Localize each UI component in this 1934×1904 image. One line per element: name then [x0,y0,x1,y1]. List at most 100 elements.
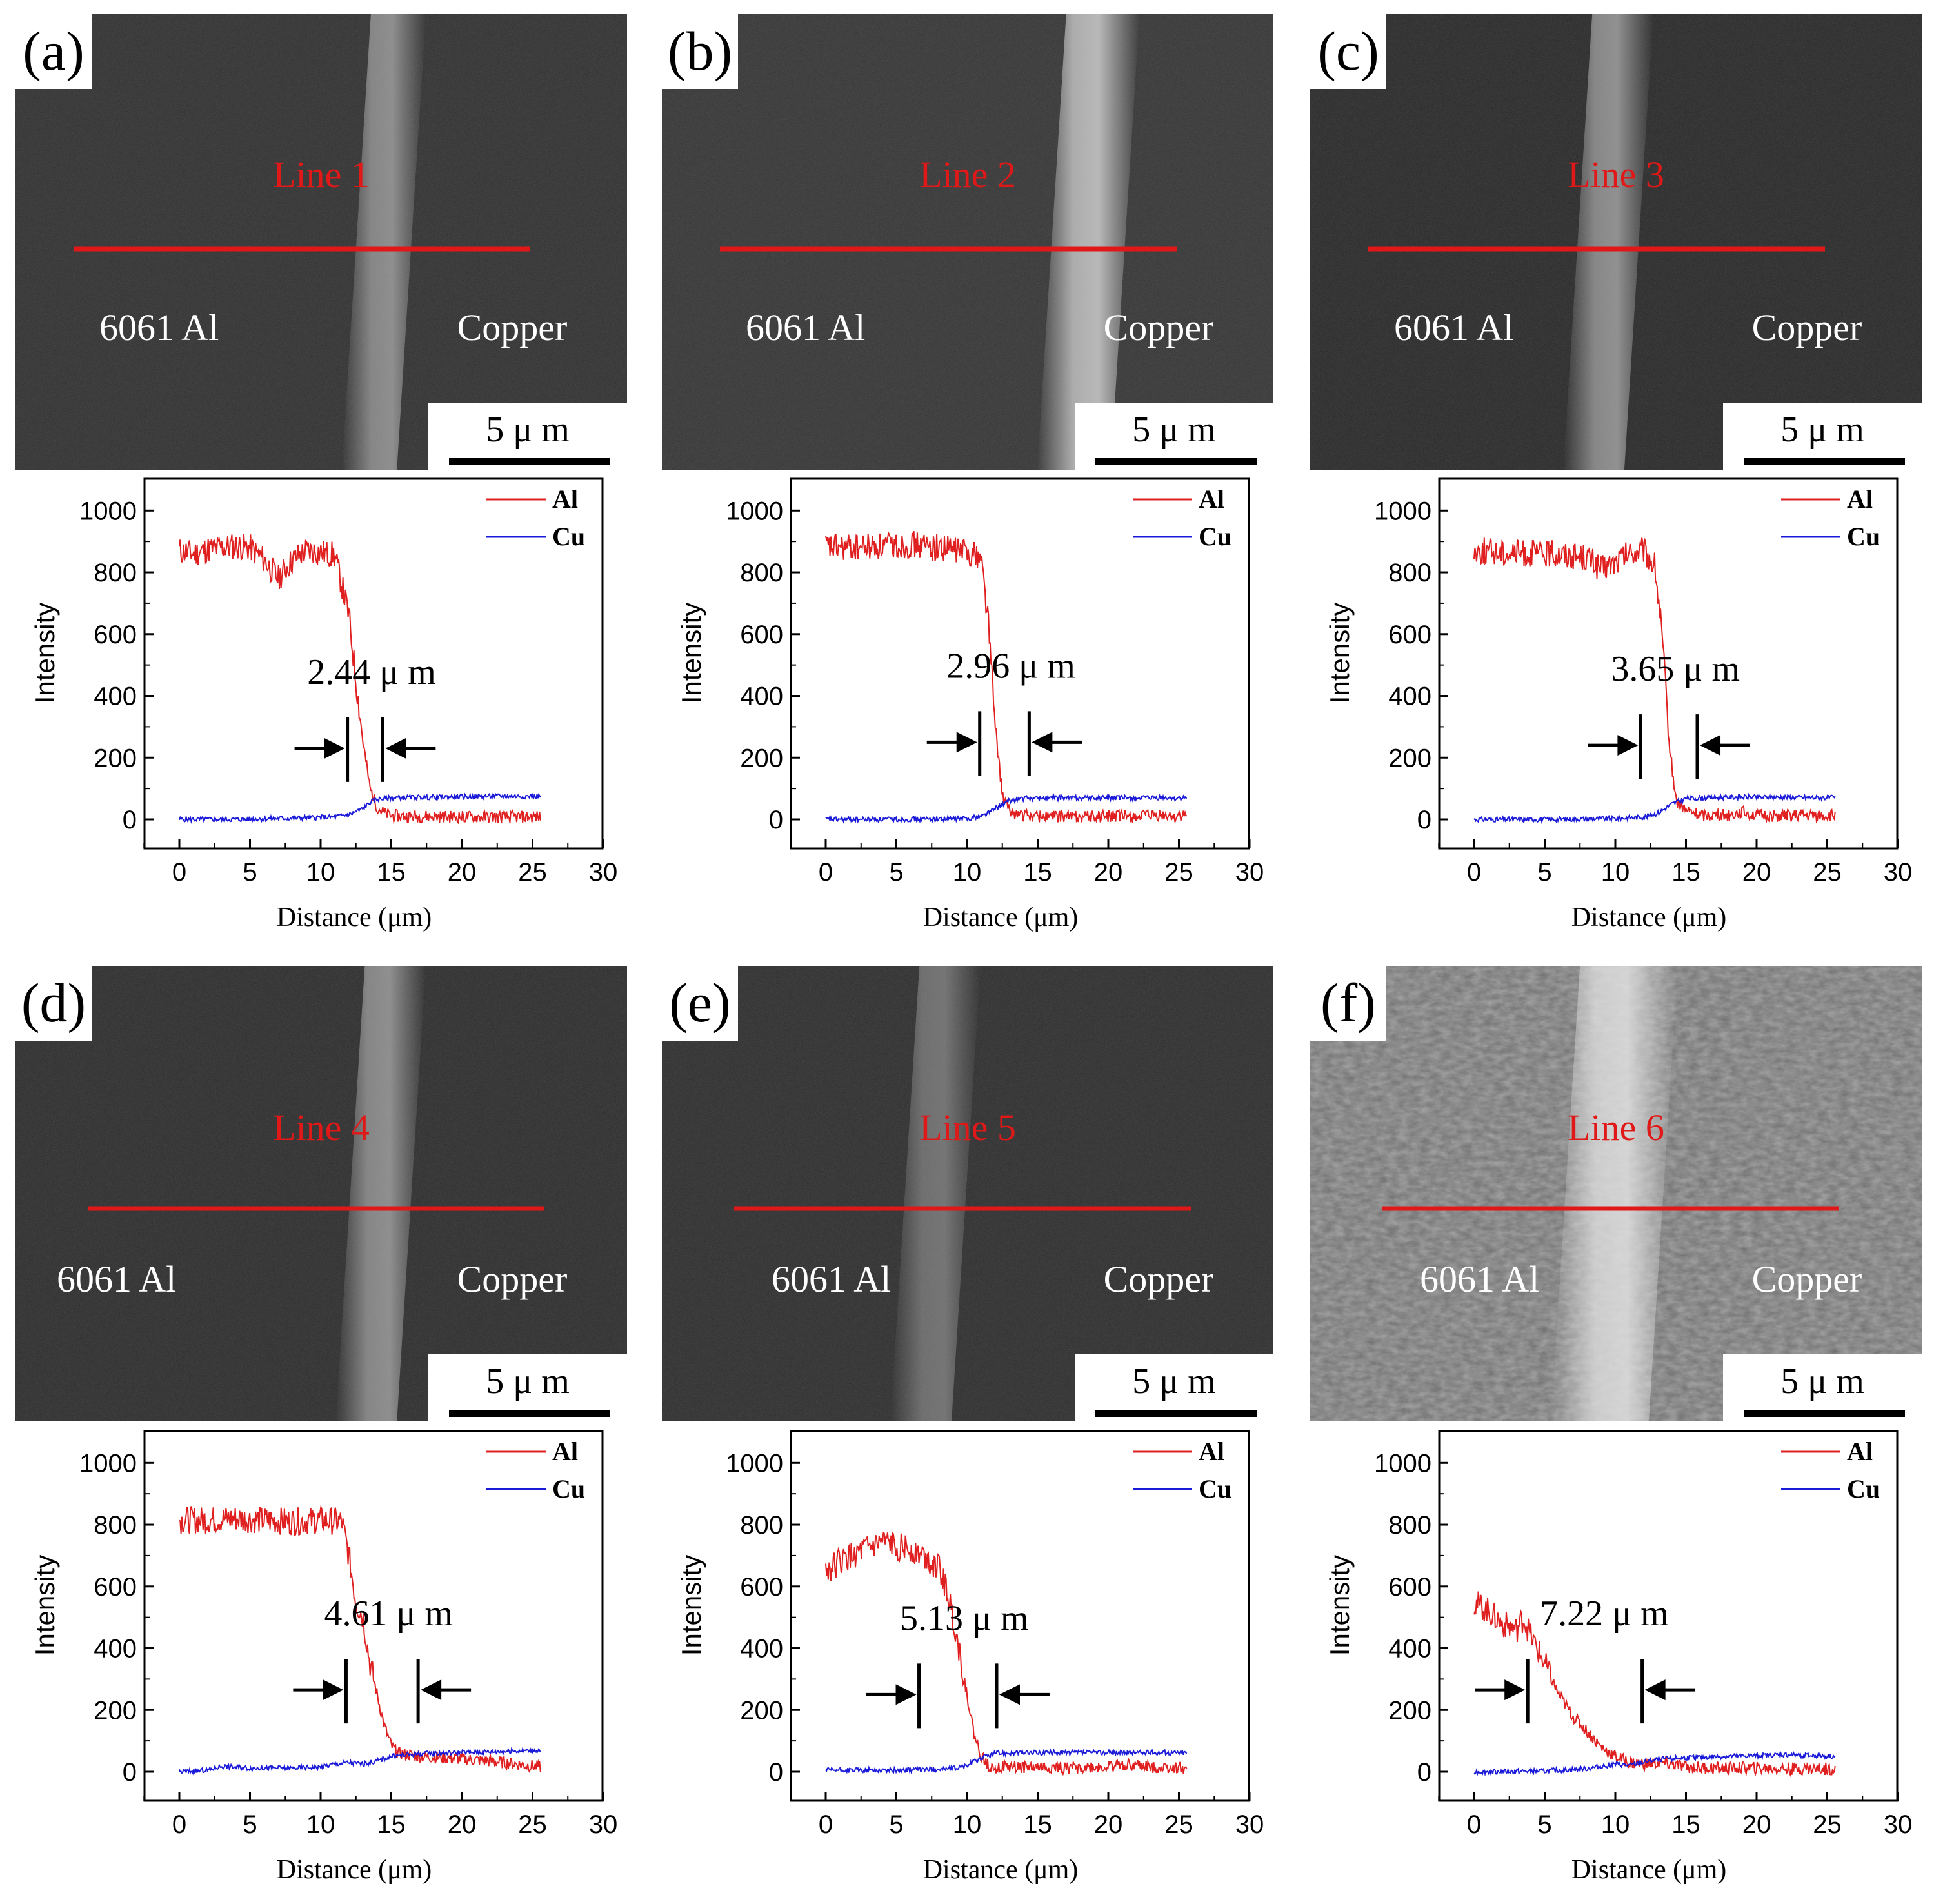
sem-image [1310,966,1922,1421]
series-al-line [179,534,541,825]
sem-image [662,966,1273,1421]
x-tick-label: 10 [953,858,982,887]
x-tick-label: 0 [819,858,833,887]
sem-image [662,14,1273,470]
x-tick-label: 20 [448,1810,477,1839]
panel-label: (d) [15,966,92,1041]
width-label: 3.65 μ m [1611,649,1740,689]
y-tick-label: 1000 [79,1449,137,1478]
line-scan-plot: 0 5 10 15 20 25 30 0 200 400 600 800 1000 Distance (μ… [1324,1430,1912,1885]
arrow-left-head [1700,735,1721,756]
legend-label-cu: Cu [552,522,585,551]
svg-text:5 μ m: 5 μ m [486,410,570,450]
arrow-right-head [956,732,977,753]
y-tick-label: 200 [94,744,137,772]
arrow-left-head [421,1679,442,1701]
plot-frame [143,477,604,850]
panel-label: (b) [662,14,738,89]
svg-text:5 μ m: 5 μ m [1780,410,1864,450]
x-axis-label: Distance (μm) [277,903,432,932]
y-tick-label: 600 [740,1573,783,1601]
y-tick-label: 800 [1388,559,1431,587]
arrow-left-head [999,1684,1020,1705]
x-axis-label: Distance (μm) [277,1855,432,1885]
series-cu-line [179,1746,541,1776]
svg-text:(f): (f) [1321,972,1376,1034]
label-6061-al: 6061 Al [1394,306,1513,348]
x-tick-label: 20 [1094,1810,1123,1839]
scan-line-label: Line 2 [919,154,1016,195]
line-scan-plot: 0 5 10 15 20 25 30 0 200 400 600 800 1000 Distance (μ… [676,477,1264,932]
label-6061-al: 6061 Al [746,306,865,348]
line-scan-plot: 0 5 10 15 20 25 30 0 200 400 600 800 1000 Distance (μ… [1324,477,1913,932]
svg-text:(c): (c) [1317,20,1379,82]
label-copper: Copper [1752,306,1862,348]
svg-text:(d): (d) [21,972,86,1034]
width-annotation: 7.22 μ m [1475,1594,1695,1724]
label-6061-al: 6061 Al [57,1258,176,1300]
x-tick-label: 30 [1235,1810,1264,1839]
legend-label-cu: Cu [1847,1474,1880,1503]
scan-line-label: Line 3 [1568,154,1664,195]
x-tick-label: 15 [377,1810,406,1839]
x-tick-label: 0 [172,858,186,887]
x-axis-label: Distance (μm) [1571,1855,1727,1885]
scale-bar: 5 μ m [1075,403,1273,470]
y-axis-label: Intensity [676,603,706,703]
x-tick-label: 25 [1164,858,1193,887]
width-label: 4.61 μ m [324,1594,453,1634]
width-annotation: 3.65 μ m [1588,649,1751,779]
label-6061-al: 6061 Al [99,306,219,348]
legend: Al Cu [1133,485,1231,551]
label-6061-al: 6061 Al [772,1258,891,1300]
label-copper: Copper [1752,1258,1862,1300]
x-tick-label: 10 [1601,858,1630,887]
arrow-right-head [1504,1679,1526,1701]
y-tick-label: 600 [94,1573,137,1601]
legend-label-cu: Cu [1199,522,1231,551]
width-label: 7.22 μ m [1540,1594,1669,1634]
width-annotation: 2.96 μ m [926,646,1082,776]
x-tick-label: 25 [518,1810,547,1839]
sem-image [15,966,627,1421]
x-tick-label: 10 [953,1810,982,1839]
x-axis-label: Distance (μm) [923,1855,1079,1885]
series-cu-line [825,793,1188,824]
svg-text:5 μ m: 5 μ m [486,1361,570,1401]
legend-label-al: Al [1199,1437,1224,1466]
x-tick-label: 15 [377,858,406,887]
legend-label-cu: Cu [1199,1474,1231,1503]
series-al-line [1473,1591,1836,1778]
x-tick-label: 5 [889,1810,903,1839]
x-tick-label: 30 [1884,858,1913,887]
y-tick-label: 200 [740,744,783,772]
scale-bar: 5 μ m [1723,1354,1922,1421]
y-tick-label: 800 [1388,1511,1431,1539]
x-tick-label: 20 [1742,1810,1771,1839]
y-tick-label: 800 [740,1511,783,1539]
series-al-line [825,1532,1188,1776]
svg-text:(a): (a) [23,20,84,82]
x-tick-label: 30 [589,1810,618,1839]
x-tick-label: 0 [1467,858,1481,887]
width-label: 2.44 μ m [307,652,436,692]
x-tick-label: 0 [819,1810,833,1839]
svg-text:5 μ m: 5 μ m [1780,1361,1864,1401]
series-cu-line [1473,1750,1836,1777]
x-tick-label: 25 [1813,1810,1842,1839]
legend: Al Cu [486,485,585,551]
y-axis-label: Intensity [30,603,60,703]
arrow-right-head [324,737,345,759]
y-tick-label: 0 [1417,806,1431,834]
y-tick-label: 600 [1388,1573,1431,1601]
y-tick-label: 1000 [726,1449,783,1478]
arrow-left-head [1032,732,1053,753]
arrow-right-head [323,1679,344,1701]
scan-line-label: Line 6 [1568,1107,1664,1148]
y-tick-label: 400 [740,683,783,711]
y-tick-label: 600 [94,621,137,649]
